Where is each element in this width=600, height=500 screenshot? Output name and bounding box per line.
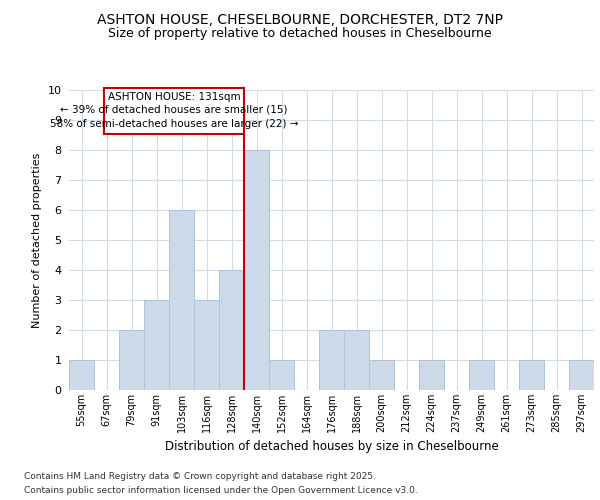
Bar [519,360,544,390]
Bar [119,330,144,390]
Y-axis label: Number of detached properties: Number of detached properties [32,152,42,328]
Bar [369,360,394,390]
Bar [169,210,194,390]
Bar [219,270,244,390]
Text: ← 39% of detached houses are smaller (15): ← 39% of detached houses are smaller (15… [60,104,288,115]
Bar [569,360,594,390]
Text: ASHTON HOUSE: 131sqm: ASHTON HOUSE: 131sqm [107,92,241,102]
Bar [144,300,169,390]
Text: Size of property relative to detached houses in Cheselbourne: Size of property relative to detached ho… [108,28,492,40]
Bar [69,360,94,390]
Bar [319,330,344,390]
X-axis label: Distribution of detached houses by size in Cheselbourne: Distribution of detached houses by size … [164,440,499,454]
Bar [269,360,294,390]
Text: ASHTON HOUSE, CHESELBOURNE, DORCHESTER, DT2 7NP: ASHTON HOUSE, CHESELBOURNE, DORCHESTER, … [97,12,503,26]
Text: Contains public sector information licensed under the Open Government Licence v3: Contains public sector information licen… [24,486,418,495]
Text: Contains HM Land Registry data © Crown copyright and database right 2025.: Contains HM Land Registry data © Crown c… [24,472,376,481]
Bar [194,300,219,390]
Bar [419,360,444,390]
Bar [469,360,494,390]
Bar [244,150,269,390]
Bar [104,88,244,134]
Text: 58% of semi-detached houses are larger (22) →: 58% of semi-detached houses are larger (… [50,118,298,128]
Bar [344,330,369,390]
